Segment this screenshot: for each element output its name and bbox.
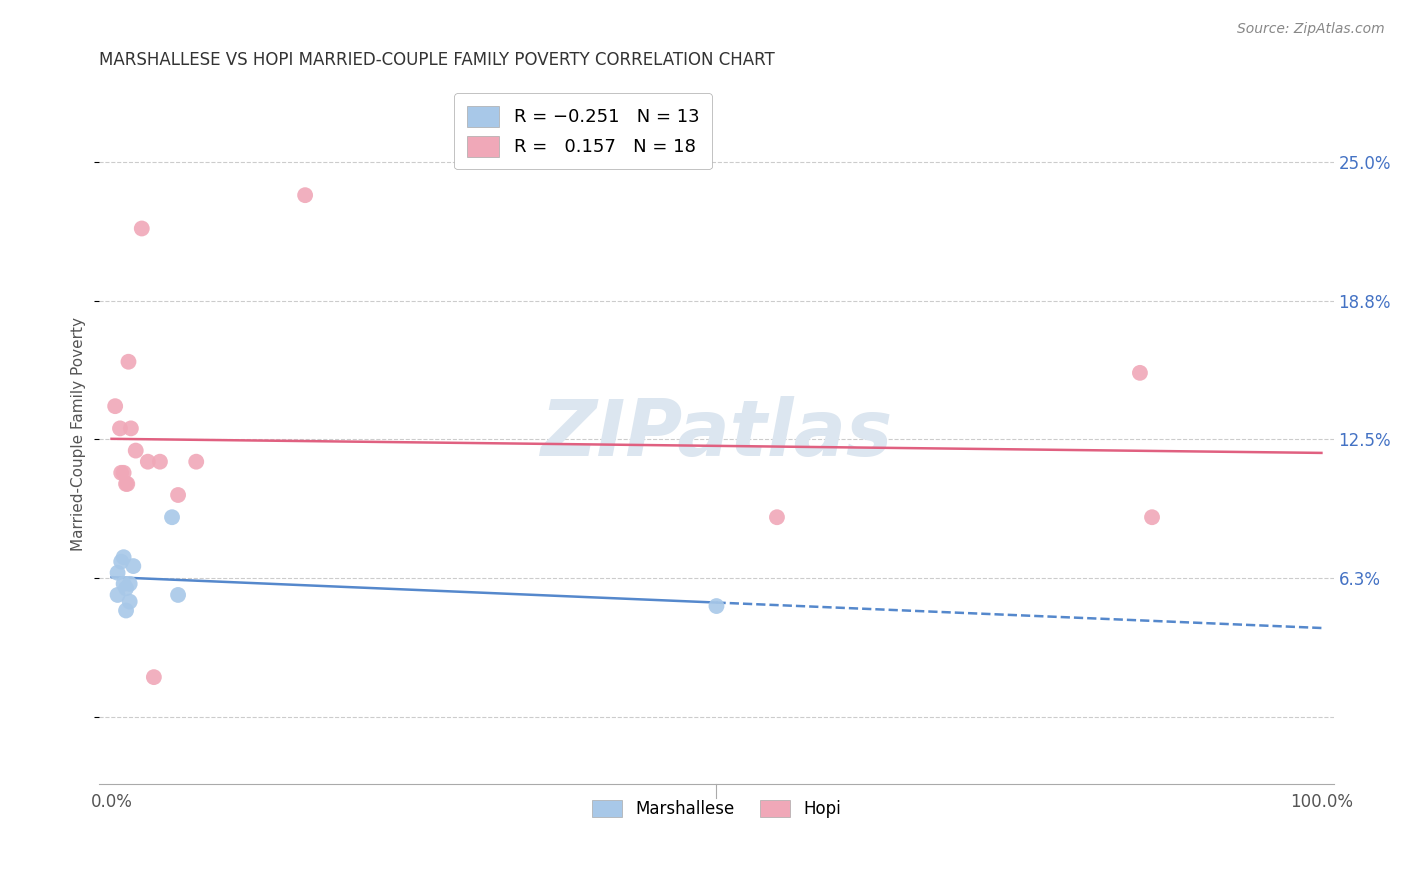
Y-axis label: Married-Couple Family Poverty: Married-Couple Family Poverty xyxy=(72,317,86,551)
Point xyxy=(115,582,138,596)
Point xyxy=(110,555,132,569)
Text: ZIPatlas: ZIPatlas xyxy=(540,396,893,472)
Point xyxy=(1129,366,1152,380)
Point xyxy=(107,566,129,580)
Point xyxy=(118,594,141,608)
Point xyxy=(167,588,190,602)
Text: Source: ZipAtlas.com: Source: ZipAtlas.com xyxy=(1237,22,1385,37)
Point xyxy=(186,455,208,469)
Point xyxy=(120,421,142,435)
Point xyxy=(766,510,789,524)
Point xyxy=(149,455,172,469)
Legend: Marshallese, Hopi: Marshallese, Hopi xyxy=(585,793,848,824)
Point xyxy=(112,577,135,591)
Point xyxy=(122,559,145,574)
Point xyxy=(1140,510,1163,524)
Point xyxy=(108,421,131,435)
Point xyxy=(167,488,190,502)
Point xyxy=(125,443,148,458)
Point xyxy=(118,577,141,591)
Point xyxy=(117,355,139,369)
Point xyxy=(110,466,132,480)
Point xyxy=(104,399,127,413)
Point xyxy=(117,476,139,491)
Point xyxy=(706,599,728,613)
Text: MARSHALLESE VS HOPI MARRIED-COUPLE FAMILY POVERTY CORRELATION CHART: MARSHALLESE VS HOPI MARRIED-COUPLE FAMIL… xyxy=(100,51,775,69)
Point xyxy=(136,455,159,469)
Point xyxy=(112,550,135,565)
Point xyxy=(160,510,183,524)
Point xyxy=(112,466,135,480)
Point xyxy=(107,588,129,602)
Point xyxy=(142,670,165,684)
Point xyxy=(115,476,138,491)
Point xyxy=(131,221,153,235)
Point xyxy=(115,603,138,617)
Point xyxy=(294,188,316,202)
